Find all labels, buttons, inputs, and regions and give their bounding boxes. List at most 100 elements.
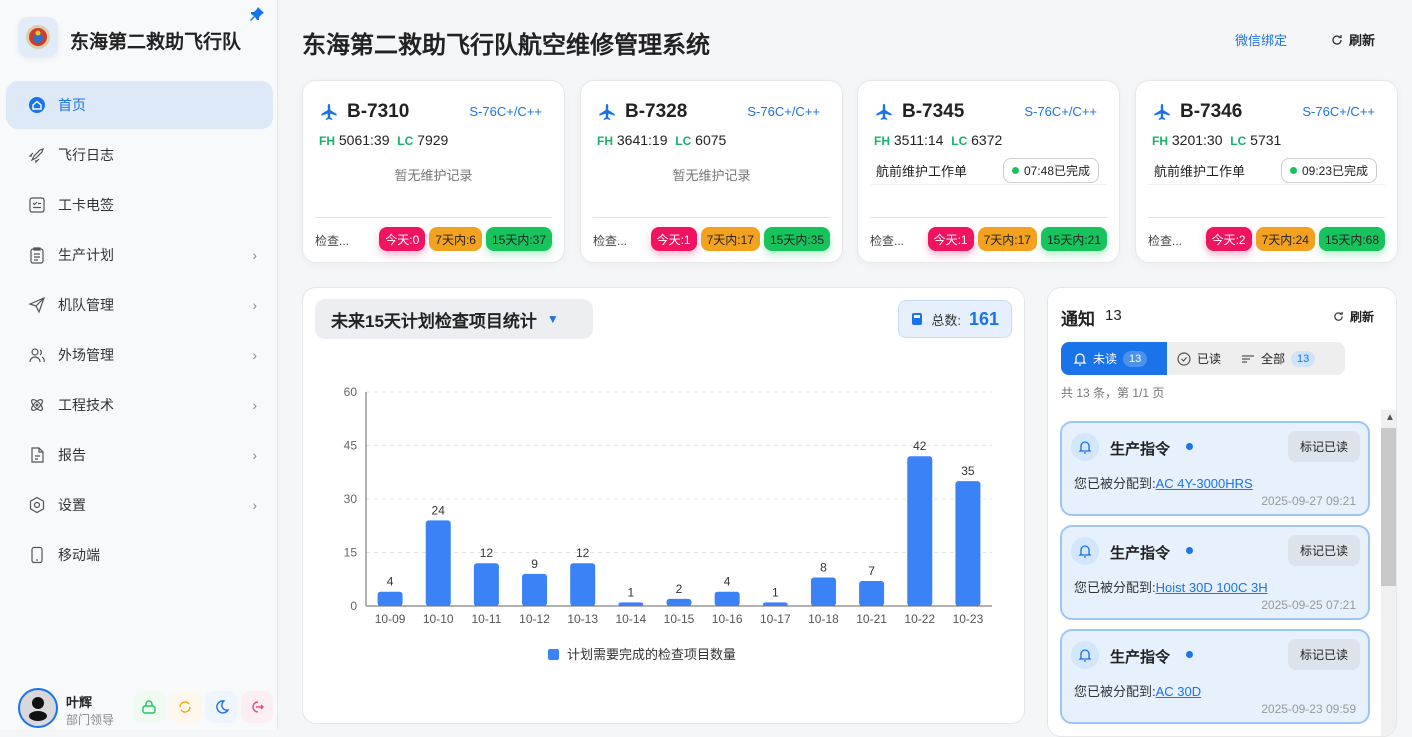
refresh-label: 刷新 — [1349, 33, 1376, 48]
no-record-text: 暂无维护记录 — [672, 168, 751, 183]
notification-item[interactable]: 生产指令 标记已读 您已被分配到:Hoist 30D 100C 3H 2025-… — [1060, 525, 1370, 620]
notification-link[interactable]: AC 4Y-3000HRS — [1155, 476, 1253, 491]
bar[interactable] — [907, 456, 933, 606]
bell-icon — [1073, 352, 1087, 366]
7day-badge[interactable]: 7天内:17 — [700, 227, 760, 251]
notification-item[interactable]: 生产指令 标记已读 您已被分配到:AC 4Y-3000HRS 2025-09-2… — [1060, 421, 1370, 516]
notification-body: 您已被分配到:AC 30D — [1074, 681, 1201, 700]
task-status-badge[interactable]: 09:23已完成 — [1280, 158, 1377, 183]
sidebar-item-9[interactable]: 移动端 — [6, 531, 273, 579]
notification-prefix: 您已被分配到: — [1074, 684, 1156, 699]
sidebar-item-4[interactable]: 机队管理 › — [6, 281, 273, 329]
notification-link[interactable]: Hoist 30D 100C 3H — [1155, 580, 1268, 595]
x-tick-label: 10-21 — [856, 612, 887, 626]
lc-value: 6075 — [695, 132, 727, 148]
bar[interactable] — [666, 598, 692, 606]
fh-label: FH — [597, 134, 613, 148]
bar[interactable] — [955, 481, 981, 606]
sidebar: 东海第二救助飞行队 首页 飞行日志 工卡电签 生产计划 › 机队管理 › 外场管理 › 工程技术 ›… — [0, 0, 278, 729]
refresh-button[interactable]: 刷新 — [1331, 30, 1375, 49]
chart-selector[interactable]: 未来15天计划检查项目统计 ▼ — [315, 299, 593, 339]
notification-link[interactable]: AC 30D — [1155, 684, 1202, 699]
today-badge[interactable]: 今天:0 — [379, 227, 426, 251]
mark-read-button[interactable]: 标记已读 — [1287, 431, 1360, 462]
aircraft-card[interactable]: B-7345 S-76C+/C++ FH 3511:14 LC 6372 航前维… — [857, 80, 1120, 263]
task-status: 09:23已完成 — [1301, 164, 1368, 178]
chart-panel: 未来15天计划检查项目统计 ▼ 总数: 161 0 15 30 45 60 4 10-09 24 1… — [302, 287, 1025, 724]
airplane-icon — [876, 104, 892, 120]
bar[interactable] — [859, 581, 885, 606]
bar[interactable] — [762, 602, 788, 606]
check-label: 检查... — [315, 234, 350, 248]
total-value: 161 — [968, 308, 999, 329]
bar[interactable] — [618, 602, 644, 606]
x-tick-label: 10-23 — [953, 612, 984, 626]
mark-read-button[interactable]: 标记已读 — [1287, 535, 1360, 566]
aircraft-registration: B-7345 — [902, 101, 965, 122]
bar[interactable] — [473, 563, 499, 606]
sidebar-item-6[interactable]: 工程技术 › — [6, 381, 273, 429]
bar[interactable] — [714, 591, 740, 606]
sidebar-item-label: 工程技术 — [58, 397, 114, 413]
scrollbar[interactable]: ▲ — [1381, 410, 1396, 736]
notification-refresh-button[interactable]: 刷新 — [1333, 308, 1374, 325]
x-tick-label: 10-13 — [567, 612, 598, 626]
bar[interactable] — [810, 577, 836, 606]
scrollbar-thumb[interactable] — [1381, 428, 1396, 586]
7day-badge[interactable]: 7天内:17 — [977, 227, 1037, 251]
avatar[interactable] — [18, 688, 58, 728]
lc-value: 7929 — [417, 132, 449, 148]
lc-label: LC — [397, 134, 414, 148]
scroll-up-icon[interactable]: ▲ — [1385, 412, 1395, 423]
7day-badge[interactable]: 7天内:6 — [429, 227, 482, 251]
sidebar-item-8[interactable]: 设置 › — [6, 481, 273, 529]
sync-button[interactable] — [169, 691, 201, 723]
aircraft-card[interactable]: B-7328 S-76C+/C++ FH 3641:19 LC 6075 暂无维… — [580, 80, 843, 263]
pin-icon[interactable] — [249, 6, 265, 27]
7day-badge[interactable]: 7天内:24 — [1255, 227, 1315, 251]
legend-swatch[interactable] — [548, 649, 559, 660]
sidebar-item-3[interactable]: 生产计划 › — [6, 231, 273, 279]
x-tick-label: 10-22 — [904, 612, 935, 626]
sidebar-item-0[interactable]: 首页 — [6, 81, 273, 129]
tab-read[interactable]: 已读 — [1167, 342, 1231, 375]
logout-button[interactable] — [241, 691, 273, 723]
task-status-badge[interactable]: 07:48已完成 — [1002, 158, 1099, 183]
bar[interactable] — [377, 591, 403, 606]
bar[interactable] — [570, 563, 596, 606]
aircraft-card[interactable]: B-7310 S-76C+/C++ FH 5061:39 LC 7929 暂无维… — [302, 80, 565, 263]
tab-unread[interactable]: 未读 13 — [1061, 342, 1167, 375]
check-label: 检查... — [870, 234, 905, 248]
today-badge[interactable]: 今天:2 — [1205, 227, 1252, 251]
aircraft-card[interactable]: B-7346 S-76C+/C++ FH 3201:30 LC 5731 航前维… — [1135, 80, 1398, 263]
15day-badge[interactable]: 15天内:37 — [485, 227, 552, 251]
sidebar-item-1[interactable]: 飞行日志 — [6, 131, 273, 179]
bar[interactable] — [425, 520, 451, 606]
15day-badge[interactable]: 15天内:21 — [1040, 227, 1107, 251]
today-badge[interactable]: 今天:1 — [650, 227, 697, 251]
bar[interactable] — [522, 573, 548, 606]
15day-badge[interactable]: 15天内:68 — [1318, 227, 1385, 251]
lock-button[interactable] — [133, 691, 165, 723]
today-badge[interactable]: 今天:1 — [927, 227, 974, 251]
bar-value-label: 1 — [628, 585, 635, 599]
sidebar-item-7[interactable]: 报告 › — [6, 431, 273, 479]
fh-value: 3201:30 — [1171, 132, 1223, 148]
tab-label: 未读 — [1093, 352, 1118, 366]
tab-all[interactable]: 全部 13 — [1231, 342, 1325, 375]
mark-read-button[interactable]: 标记已读 — [1287, 639, 1360, 670]
check-circle-icon — [1177, 351, 1191, 366]
home-icon — [29, 97, 45, 113]
notification-type: 生产指令 — [1110, 441, 1171, 458]
dark-mode-button[interactable] — [205, 691, 237, 723]
divider — [593, 217, 830, 218]
x-tick-label: 10-11 — [471, 612, 501, 626]
sidebar-item-5[interactable]: 外场管理 › — [6, 331, 273, 379]
bar-value-label: 8 — [820, 560, 827, 574]
clipboard-icon — [30, 247, 44, 264]
lock-icon — [142, 700, 156, 714]
wechat-bind-link[interactable]: 微信绑定 — [1235, 33, 1288, 48]
15day-badge[interactable]: 15天内:35 — [763, 227, 830, 251]
notification-item[interactable]: 生产指令 标记已读 您已被分配到:AC 30D 2025-09-23 09:59 — [1060, 629, 1370, 724]
sidebar-item-2[interactable]: 工卡电签 — [6, 181, 273, 229]
